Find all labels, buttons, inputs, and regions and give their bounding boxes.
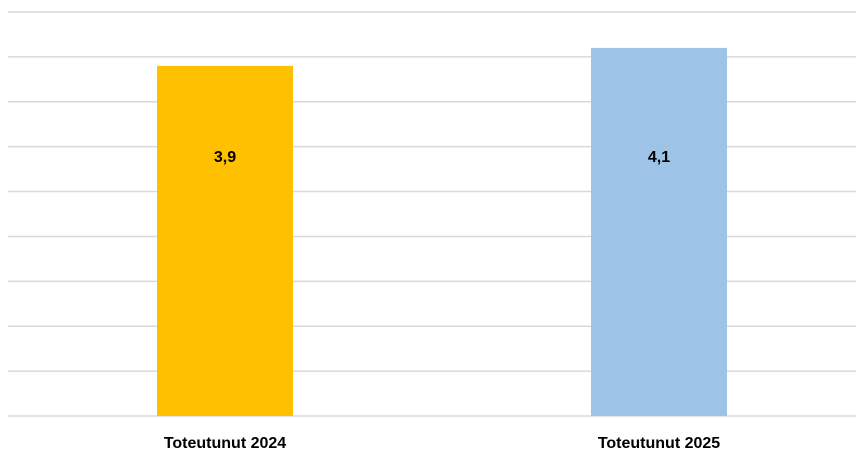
bar bbox=[591, 47, 727, 417]
data-label: 3,9 bbox=[214, 149, 236, 166]
x-tick-label: Toteutunut 2025 bbox=[598, 435, 720, 452]
data-label: 4,1 bbox=[648, 149, 670, 166]
x-tick-label: Toteutunut 2024 bbox=[164, 435, 286, 452]
bar bbox=[157, 65, 293, 416]
